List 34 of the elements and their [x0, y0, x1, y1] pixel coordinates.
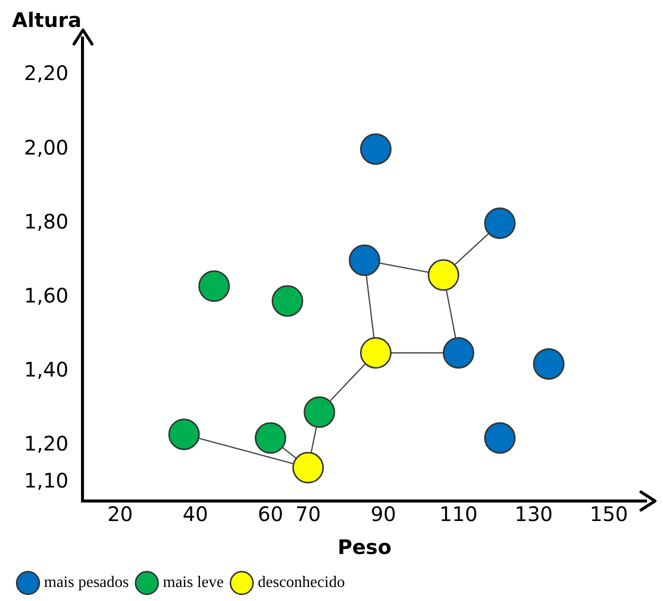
y-tick-label: 1,60: [24, 283, 69, 308]
point: [292, 452, 324, 484]
y-tick-label: 2,20: [24, 61, 69, 86]
point: [198, 270, 230, 302]
legend-label: mais pesados: [44, 574, 129, 592]
point: [168, 418, 200, 450]
point: [484, 422, 516, 454]
point: [442, 337, 474, 369]
point: [304, 396, 336, 428]
legend-label: mais leve: [162, 574, 224, 592]
y-tick-label: 1,10: [24, 468, 69, 493]
x-tick-label: 40: [182, 502, 208, 526]
x-tick-label: 70: [295, 502, 321, 526]
y-tick-label: 1,40: [24, 358, 69, 382]
point: [428, 259, 460, 291]
point: [360, 133, 392, 165]
x-tick-label: 150: [590, 502, 628, 526]
point: [360, 337, 392, 369]
x-axis-title: Peso: [338, 535, 392, 560]
point: [532, 348, 564, 380]
point: [254, 422, 286, 454]
y-axis-title: Altura: [12, 8, 82, 32]
x-tick-label: 90: [370, 502, 396, 526]
x-tick-label: 60: [258, 502, 284, 526]
point: [272, 285, 304, 317]
legend-label: desconhecido: [258, 574, 345, 592]
y-tick-label: 2,00: [24, 135, 69, 160]
x-tick-label: 110: [439, 502, 478, 526]
point: [484, 207, 516, 239]
y-tick-label: 1,20: [24, 432, 69, 456]
x-tick-label: 20: [107, 502, 133, 526]
x-tick-label: 130: [514, 502, 553, 526]
y-tick-label: 1,80: [24, 209, 69, 234]
point: [348, 244, 380, 276]
